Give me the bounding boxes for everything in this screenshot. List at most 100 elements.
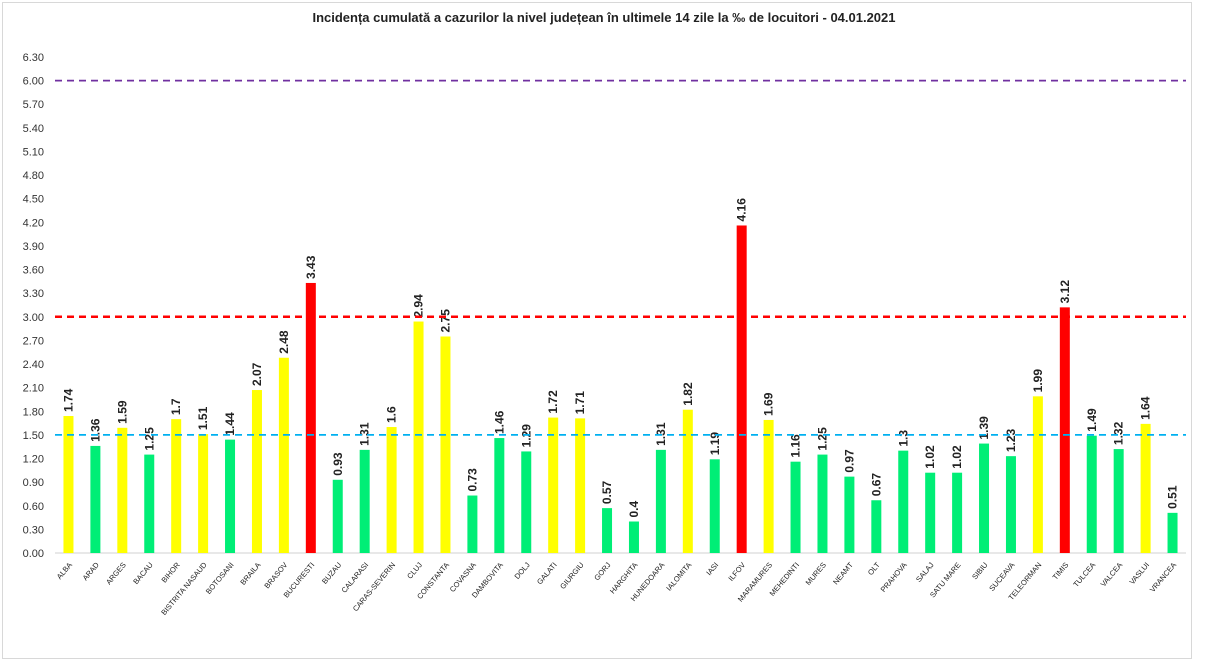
- bar: [817, 454, 828, 553]
- bar: [1167, 512, 1178, 553]
- y-tick-label: 1.50: [23, 430, 44, 442]
- data-label: 1.46: [492, 410, 506, 434]
- x-tick-label: VRANCEA: [1148, 561, 1178, 595]
- data-label: 0.97: [842, 449, 856, 473]
- bar: [575, 418, 586, 553]
- data-label: 2.94: [412, 294, 426, 318]
- data-label: 1.3: [896, 430, 910, 447]
- data-label: 0.73: [465, 468, 479, 492]
- data-label: 0.51: [1166, 485, 1180, 509]
- bar: [90, 445, 101, 553]
- bar: [1086, 435, 1097, 553]
- bar: [198, 434, 209, 553]
- x-tick-label: SUCEAVA: [987, 561, 1016, 593]
- x-tick-label: MURES: [804, 561, 828, 588]
- data-label: 3.12: [1058, 280, 1072, 304]
- bar: [359, 449, 370, 553]
- bar: [467, 495, 478, 553]
- x-tick-label: BIHOR: [160, 560, 183, 584]
- data-label: 2.75: [438, 309, 452, 333]
- y-tick-label: 5.70: [23, 99, 44, 111]
- data-label: 1.82: [681, 382, 695, 406]
- y-tick-label: 3.00: [23, 312, 44, 324]
- bar: [1113, 449, 1124, 553]
- bar: [440, 336, 451, 553]
- y-tick-label: 0.60: [23, 501, 44, 513]
- x-tick-label: PRAHOVA: [879, 561, 909, 594]
- bar: [413, 321, 424, 553]
- x-tick-label: CLUJ: [405, 560, 424, 580]
- x-tick-label: GORJ: [592, 560, 612, 582]
- x-tick-label: VALCEA: [1099, 561, 1125, 589]
- y-tick-label: 5.10: [23, 146, 44, 158]
- data-label: 3.43: [304, 255, 318, 279]
- y-tick-label: 0.00: [23, 548, 44, 560]
- bar: [709, 459, 720, 553]
- data-label: 1.71: [573, 391, 587, 415]
- bar: [925, 472, 936, 553]
- chart-title: Incidența cumulată a cazurilor la nivel …: [312, 10, 896, 25]
- bar: [305, 282, 316, 553]
- bar: [602, 508, 613, 553]
- bar: [736, 225, 747, 553]
- bar: [763, 419, 774, 553]
- data-label: 1.23: [1004, 428, 1018, 452]
- data-label: 0.4: [627, 501, 641, 518]
- y-tick-label: 1.20: [23, 454, 44, 466]
- x-tick-label: DOLJ: [513, 560, 532, 581]
- y-tick-label: 3.60: [23, 265, 44, 277]
- data-label: 1.02: [950, 445, 964, 469]
- x-tick-label: BUZAU: [320, 561, 343, 586]
- data-label: 2.07: [250, 362, 264, 386]
- bar: [521, 451, 532, 553]
- data-label: 1.69: [762, 392, 776, 416]
- x-tick-label: ALBA: [55, 561, 74, 581]
- x-tick-label: BISTRITA NASAUD: [159, 560, 209, 617]
- x-tick-label: VASLUI: [1127, 561, 1151, 587]
- x-tick-label: BRAILA: [238, 561, 262, 587]
- bar: [1005, 456, 1016, 553]
- bar: [548, 417, 559, 553]
- data-label: 2.48: [277, 330, 291, 354]
- x-tick-label: OLT: [866, 560, 882, 577]
- y-tick-label: 6.00: [23, 76, 44, 88]
- bar: [171, 419, 182, 553]
- bar: [1032, 396, 1043, 553]
- bar: [979, 443, 990, 553]
- y-tick-label: 0.90: [23, 477, 44, 489]
- bar: [682, 409, 693, 553]
- data-label: 1.6: [385, 406, 399, 423]
- x-tick-label: NEAMT: [831, 560, 855, 586]
- bar: [628, 521, 639, 553]
- x-tick-label: ARAD: [81, 560, 102, 582]
- data-label: 1.72: [546, 390, 560, 414]
- y-tick-label: 1.80: [23, 406, 44, 418]
- y-tick-label: 5.40: [23, 123, 44, 135]
- bar: [144, 454, 155, 553]
- x-tick-label: BRASOV: [262, 561, 289, 591]
- bar: [790, 461, 801, 553]
- data-label: 1.02: [923, 445, 937, 469]
- x-tick-label: BOTOSANI: [204, 561, 236, 596]
- y-tick-label: 4.20: [23, 217, 44, 229]
- y-tick-label: 3.90: [23, 241, 44, 253]
- data-label: 1.39: [977, 416, 991, 440]
- data-label: 0.67: [869, 473, 883, 497]
- bar: [251, 390, 262, 553]
- data-label: 1.49: [1085, 408, 1099, 432]
- data-label: 0.57: [600, 480, 614, 504]
- data-label: 1.19: [708, 432, 722, 456]
- data-label: 1.74: [61, 388, 75, 412]
- bar: [386, 427, 397, 553]
- y-tick-label: 4.80: [23, 170, 44, 182]
- data-label: 1.99: [1031, 369, 1045, 393]
- data-label: 1.16: [789, 434, 803, 458]
- chart-frame: [2, 2, 1192, 659]
- bar: [844, 476, 855, 553]
- y-tick-label: 0.30: [23, 524, 44, 536]
- data-label: 4.16: [735, 198, 749, 222]
- data-label: 0.93: [331, 452, 345, 476]
- x-tick-label: SALAJ: [914, 560, 936, 584]
- data-label: 1.31: [358, 422, 372, 446]
